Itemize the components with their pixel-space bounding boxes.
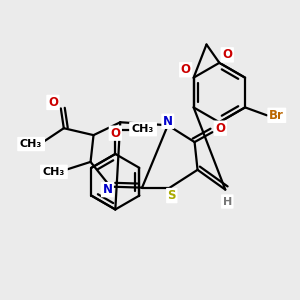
Text: CH₃: CH₃ bbox=[132, 124, 154, 134]
Text: O: O bbox=[180, 63, 192, 77]
Text: S: S bbox=[167, 189, 176, 202]
Text: S: S bbox=[167, 189, 177, 202]
Text: CH₃: CH₃ bbox=[20, 139, 42, 149]
Text: H: H bbox=[222, 195, 233, 208]
Text: CH₃: CH₃ bbox=[43, 167, 65, 177]
Text: N: N bbox=[162, 114, 174, 128]
Text: O: O bbox=[214, 121, 226, 135]
Text: CH₃: CH₃ bbox=[130, 123, 156, 136]
Text: O: O bbox=[47, 95, 59, 110]
Text: N: N bbox=[102, 183, 113, 196]
Text: CH₃: CH₃ bbox=[18, 138, 44, 151]
Text: O: O bbox=[181, 63, 191, 76]
Text: O: O bbox=[48, 96, 58, 109]
Text: O: O bbox=[110, 127, 120, 140]
Text: N: N bbox=[102, 183, 112, 196]
Text: O: O bbox=[215, 122, 225, 135]
Text: O: O bbox=[221, 48, 233, 62]
Text: H: H bbox=[223, 196, 232, 206]
Text: Br: Br bbox=[268, 108, 286, 122]
Text: O: O bbox=[222, 48, 232, 62]
Text: O: O bbox=[110, 126, 121, 140]
Text: CH₃: CH₃ bbox=[40, 165, 67, 178]
Text: Br: Br bbox=[269, 109, 284, 122]
Text: N: N bbox=[163, 115, 173, 128]
